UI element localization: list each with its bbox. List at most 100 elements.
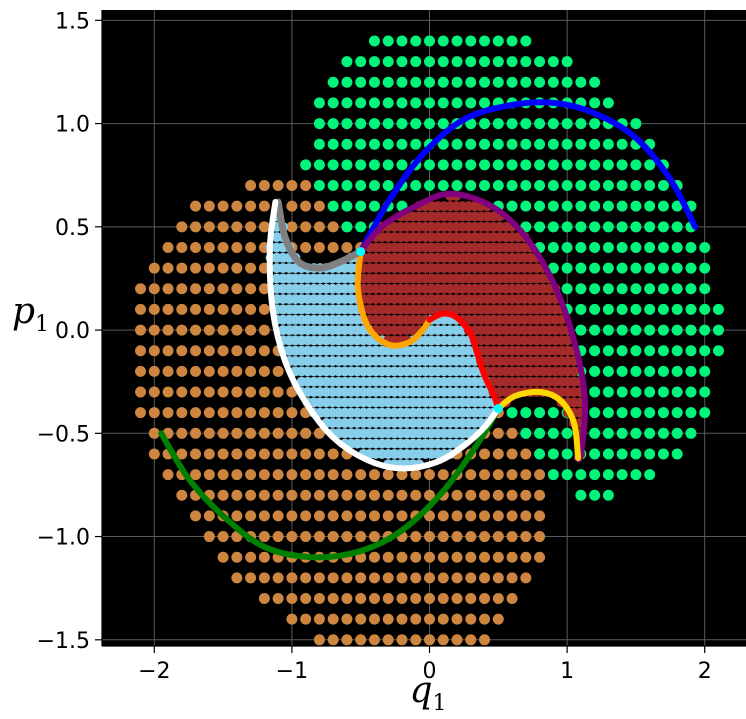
region-point: [534, 200, 546, 212]
region-point: [327, 572, 339, 584]
region-point: [313, 241, 325, 253]
region-point: [355, 159, 367, 171]
region-point: [382, 510, 394, 522]
region-point: [162, 241, 174, 253]
region-point: [341, 97, 353, 109]
region-point: [217, 262, 229, 274]
region-point: [671, 365, 683, 377]
region-point: [479, 572, 491, 584]
region-point: [575, 283, 587, 295]
region-point: [616, 241, 628, 253]
region-point: [176, 221, 188, 233]
region-point: [506, 138, 518, 150]
region-point: [300, 241, 312, 253]
region-point: [534, 551, 546, 563]
region-point: [396, 56, 408, 68]
region-point: [479, 118, 491, 130]
region-point: [534, 531, 546, 543]
region-point: [602, 97, 614, 109]
region-point: [203, 448, 215, 460]
region-point: [368, 159, 380, 171]
region-point: [382, 56, 394, 68]
region-point: [258, 469, 270, 481]
region-point: [272, 386, 284, 398]
x-axis-label: q1: [409, 670, 446, 716]
region-point: [630, 241, 642, 253]
region-point: [602, 489, 614, 501]
region-point: [561, 159, 573, 171]
region-point: [231, 386, 243, 398]
region-point: [616, 159, 628, 171]
region-point: [368, 489, 380, 501]
region-point: [671, 200, 683, 212]
region-point: [203, 200, 215, 212]
region-point: [492, 180, 504, 192]
region-point: [506, 159, 518, 171]
region-point: [561, 56, 573, 68]
region-point: [245, 262, 257, 274]
region-point: [190, 427, 202, 439]
region-point: [135, 345, 147, 357]
region-point: [492, 531, 504, 543]
region-point: [492, 489, 504, 501]
region-point: [245, 427, 257, 439]
region-point: [685, 365, 697, 377]
region-point: [382, 469, 394, 481]
region-point: [520, 427, 532, 439]
region-point: [245, 510, 257, 522]
y-tick-label: 0.0: [55, 319, 90, 344]
region-point: [300, 448, 312, 460]
region-point: [520, 469, 532, 481]
y-tick-label: 0.5: [55, 216, 90, 241]
region-point: [396, 35, 408, 47]
region-point: [630, 386, 642, 398]
region-point: [561, 138, 573, 150]
region-point: [258, 365, 270, 377]
region-point: [547, 56, 559, 68]
region-point: [382, 634, 394, 646]
region-point: [520, 180, 532, 192]
region-point: [671, 386, 683, 398]
region-point: [534, 56, 546, 68]
region-point: [410, 634, 422, 646]
region-point: [300, 159, 312, 171]
region-point: [547, 76, 559, 88]
region-point: [561, 180, 573, 192]
region-point: [231, 572, 243, 584]
region-point: [300, 221, 312, 233]
region-point: [437, 138, 449, 150]
region-point: [520, 56, 532, 68]
region-point: [245, 572, 257, 584]
region-point: [286, 407, 298, 419]
region-point: [479, 159, 491, 171]
region-point: [644, 427, 656, 439]
region-point: [465, 572, 477, 584]
region-point: [355, 531, 367, 543]
region-point: [148, 262, 160, 274]
region-point: [135, 365, 147, 377]
region-point: [217, 303, 229, 315]
region-point: [561, 448, 573, 460]
region-point: [424, 489, 436, 501]
region-point: [644, 365, 656, 377]
region-point: [644, 386, 656, 398]
region-point: [547, 159, 559, 171]
region-point: [368, 572, 380, 584]
region-point: [355, 97, 367, 109]
region-point: [699, 386, 711, 398]
region-point: [327, 159, 339, 171]
region-point: [561, 469, 573, 481]
region-point: [313, 613, 325, 625]
region-point: [437, 56, 449, 68]
region-point: [685, 427, 697, 439]
region-point: [217, 221, 229, 233]
region-point: [327, 531, 339, 543]
region-point: [644, 200, 656, 212]
region-point: [258, 324, 270, 336]
region-point: [630, 469, 642, 481]
y-tick-label: −0.5: [37, 422, 90, 447]
region-point: [410, 118, 422, 130]
region-point: [589, 138, 601, 150]
region-point: [424, 56, 436, 68]
region-point: [589, 365, 601, 377]
